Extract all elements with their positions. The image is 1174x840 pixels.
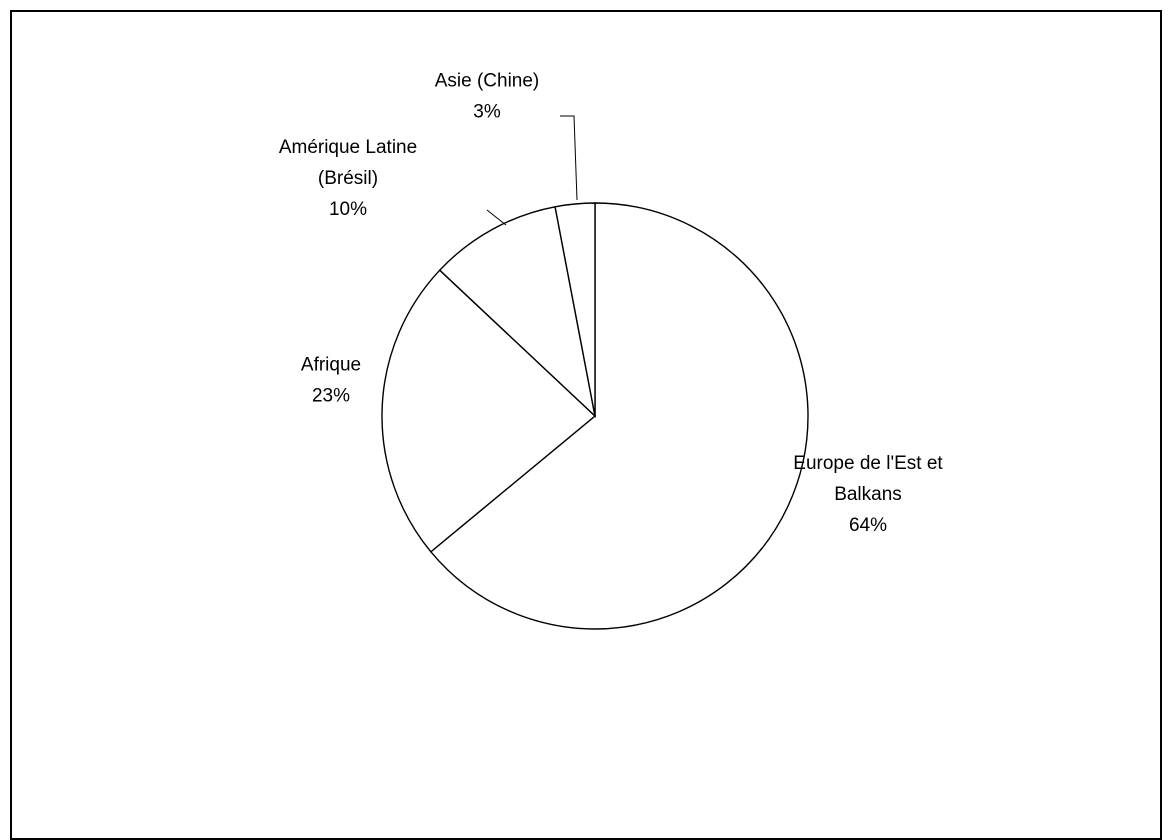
slice-name-label: Amérique Latine bbox=[279, 137, 417, 158]
slice-value-label: 3% bbox=[473, 102, 501, 123]
slice-label-europe-de-l-est-et-balkans: Europe de l'Est et Balkans 64% bbox=[793, 453, 943, 536]
slice-value-label: 23% bbox=[312, 386, 350, 407]
leader-line-asie-chine bbox=[560, 115, 578, 201]
slice-name-label: Asie (Chine) bbox=[435, 71, 540, 92]
pie-chart: Europe de l'Est et Balkans 64% Afrique 23% Am… bbox=[279, 71, 944, 630]
slice-name-label: Balkans bbox=[834, 484, 902, 505]
slice-label-afrique: Afrique 23% bbox=[301, 355, 361, 407]
slice-name-label: Europe de l'Est et bbox=[793, 453, 943, 474]
slice-label-asie-chine: Asie (Chine) 3% bbox=[435, 71, 540, 123]
pie-slice-asie-chine bbox=[554, 202, 596, 417]
slice-name-label: (Brésil) bbox=[318, 168, 378, 189]
slice-value-label: 64% bbox=[849, 515, 887, 536]
slice-value-label: 10% bbox=[329, 199, 367, 220]
leader-lines bbox=[486, 115, 578, 226]
pie-slice-europe-de-l-est-et-balkans bbox=[429, 202, 809, 630]
pie-slices bbox=[381, 202, 809, 630]
slice-name-label: Afrique bbox=[301, 355, 361, 376]
pie-slice-afrique bbox=[381, 269, 597, 553]
leader-line-amerique-latine-bresil bbox=[486, 209, 507, 226]
slice-labels: Europe de l'Est et Balkans 64% Afrique 23% Am… bbox=[279, 71, 944, 537]
pie-slice-amerique-latine-bresil bbox=[438, 205, 597, 418]
slice-label-amerique-latine-bresil: Amérique Latine (Brésil) 10% bbox=[279, 137, 417, 220]
